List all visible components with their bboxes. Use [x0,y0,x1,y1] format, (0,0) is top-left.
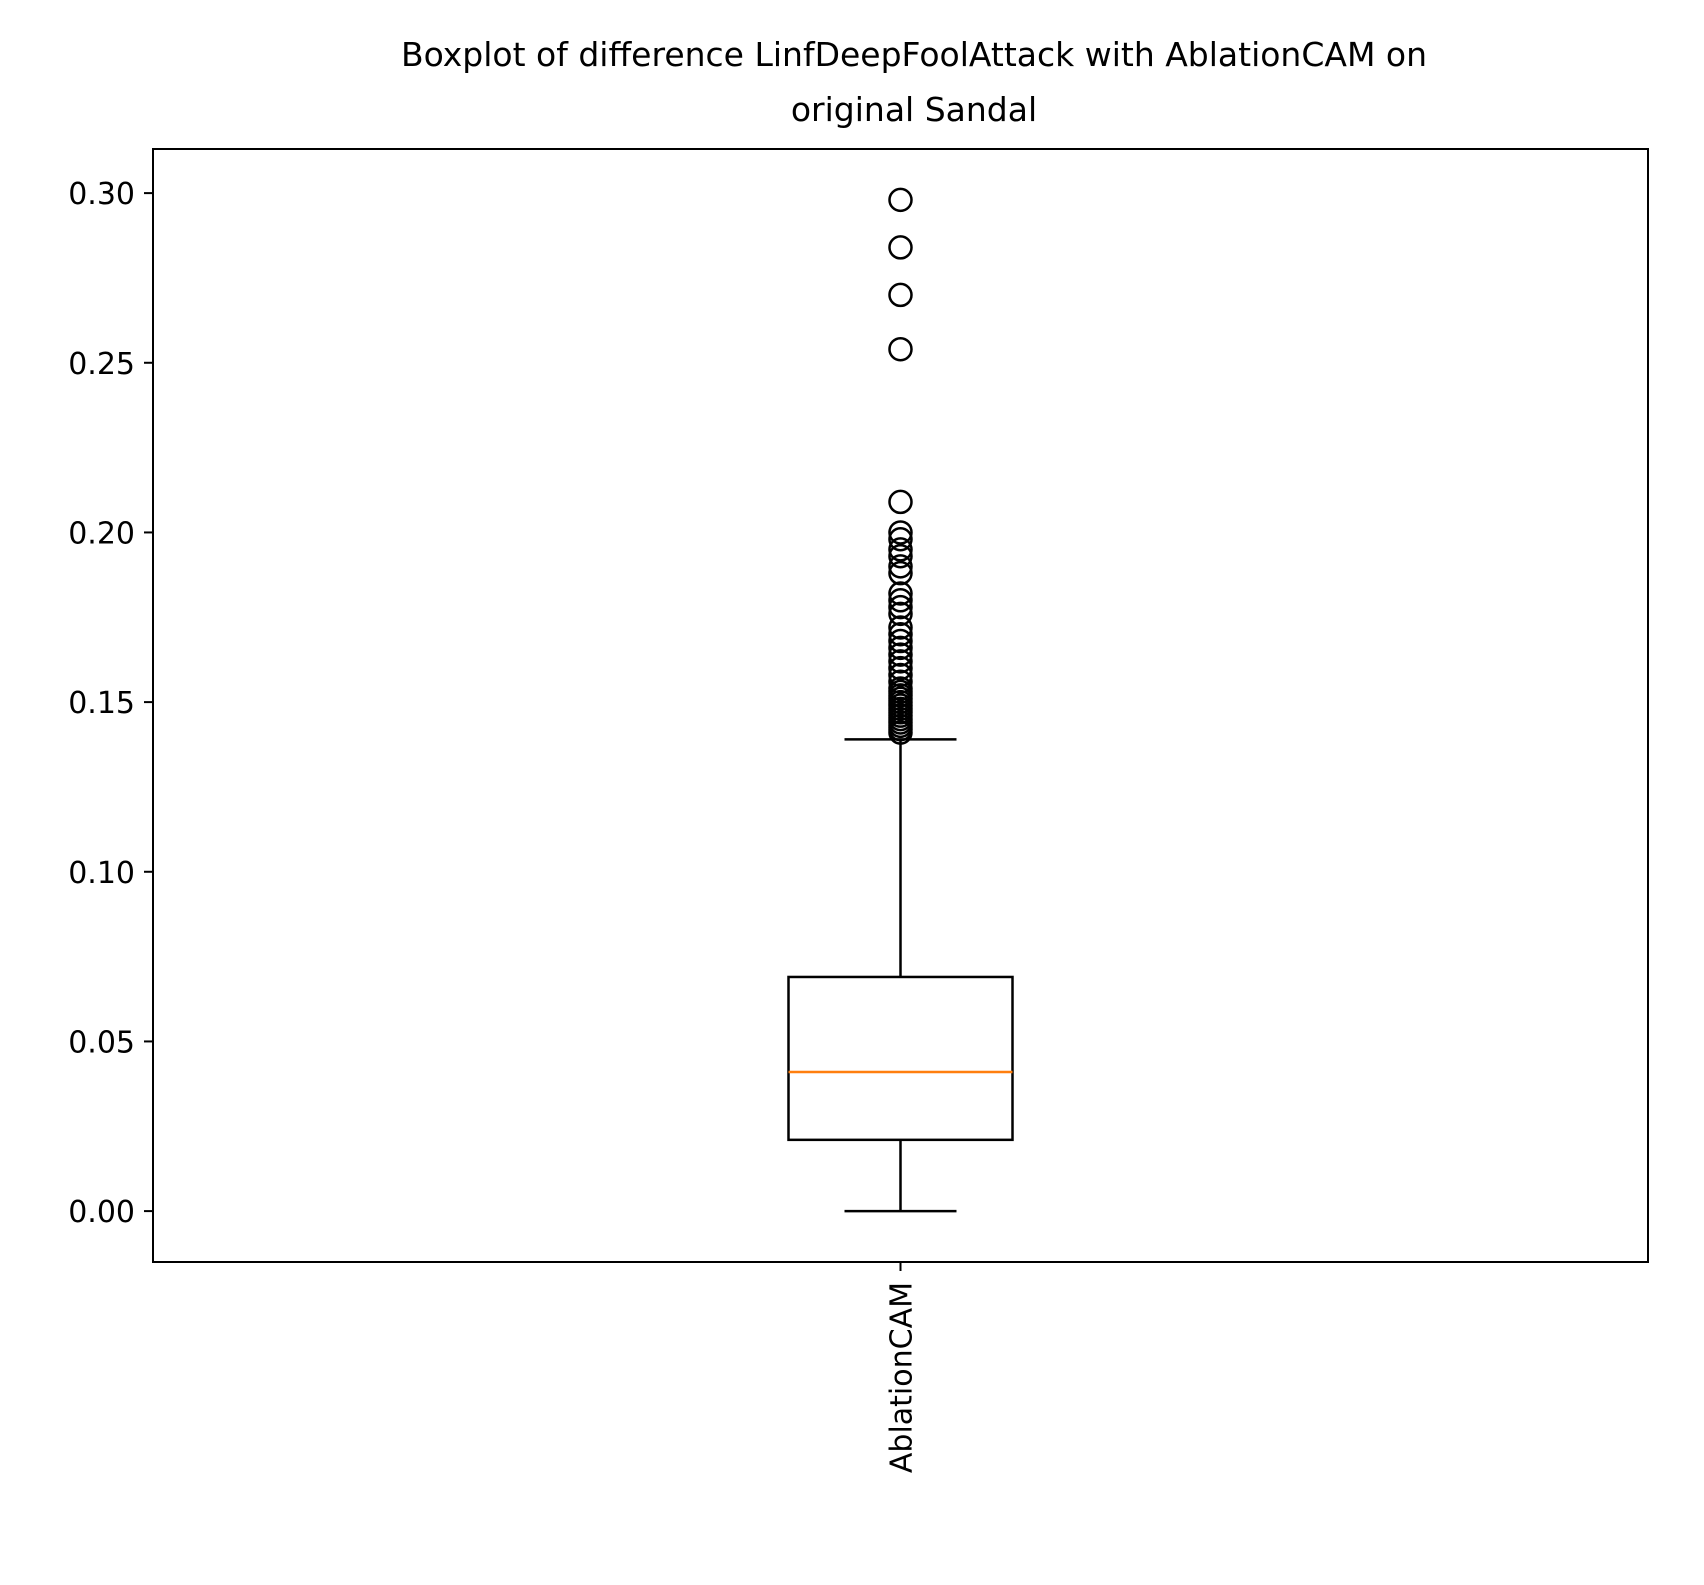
y-tick-label: 0.05 [68,1025,135,1060]
outlier-point [888,537,913,562]
y-tick-label: 0.00 [68,1195,135,1230]
x-tick-label: AblationCAM [885,1282,920,1473]
outlier-point [888,642,913,667]
iqr-box [787,975,1014,1142]
outlier-point [888,594,913,620]
outlier-point [888,526,913,552]
outlier-point [888,282,913,308]
outlier-point [888,621,913,647]
outlier-point [888,543,913,569]
y-tick-label: 0.25 [68,347,135,382]
outlier-point [888,655,913,681]
outlier-point [888,615,913,640]
outlier-point [888,581,913,606]
outlier-point [888,649,913,674]
outlier-point [888,554,913,579]
y-tick-label: 0.30 [68,177,135,212]
plot-area: 0.00 0.05 0.10 0.15 0.20 0.25 0.30 AblationCAM [68,148,1649,1473]
outlier-point [888,520,913,545]
outlier-point [888,489,913,515]
outlier-point [888,720,913,745]
outlier-point [888,669,913,694]
chart-subtitle: original Sandal [791,90,1037,129]
outlier-point [888,635,913,661]
outlier-point [888,560,913,586]
outlier-point [888,588,913,613]
chart-title: Boxplot of difference LinfDeepFoolAttack… [401,35,1427,74]
outlier-point [888,336,913,362]
y-tick-label: 0.15 [68,686,135,721]
y-tick-label: 0.10 [68,856,135,891]
outlier-point [888,628,913,654]
outlier-point [888,662,913,688]
outlier-point [888,187,913,213]
outlier-point [888,601,913,627]
outlier-point [888,235,913,260]
y-tick-label: 0.20 [68,516,135,551]
